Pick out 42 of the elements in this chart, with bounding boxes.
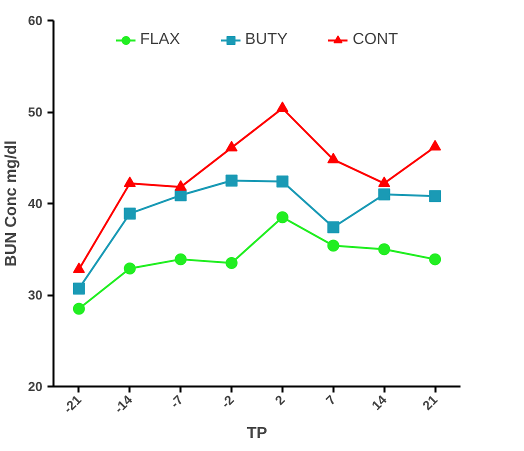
y-tick-label: 30 [28, 288, 43, 302]
point [72, 262, 85, 274]
point [124, 262, 136, 274]
x-tick-label: -2 [218, 392, 237, 411]
point [174, 253, 187, 266]
x-tick-label: 2 [272, 392, 288, 408]
point [378, 176, 390, 188]
point [327, 152, 340, 164]
point [378, 188, 390, 200]
y-tick-label: 60 [28, 13, 43, 28]
x-tick-label: 21 [420, 392, 440, 414]
x-tick-label: 7 [322, 392, 339, 408]
legend-label: BUTY [245, 31, 288, 49]
point [378, 243, 390, 256]
x-axis-title: TP [246, 425, 268, 442]
point [72, 282, 85, 295]
y-tick-label: 40 [28, 196, 43, 211]
point [429, 253, 442, 266]
point [327, 240, 340, 252]
y-tick-label: 20 [28, 379, 43, 394]
point [124, 176, 136, 188]
point [327, 221, 340, 234]
y-tick-label: 50 [28, 104, 43, 120]
point [72, 302, 85, 315]
point [124, 208, 136, 220]
point [226, 174, 238, 187]
point [276, 176, 288, 188]
x-tick-label: -21 [60, 392, 84, 416]
point [429, 140, 442, 150]
point [429, 190, 442, 202]
point [174, 180, 187, 191]
point [226, 256, 238, 269]
point [276, 211, 288, 224]
x-tick-label: -14 [111, 392, 136, 416]
x-tick-label: 14 [368, 392, 390, 414]
point [276, 101, 288, 112]
legend-label: CONT [352, 31, 398, 49]
x-tick-label: -7 [167, 392, 186, 411]
point [174, 189, 187, 202]
point [226, 140, 238, 152]
y-axis-title: BUN Conc mg/dl [3, 140, 20, 267]
legend-label: FLAX [140, 31, 180, 49]
